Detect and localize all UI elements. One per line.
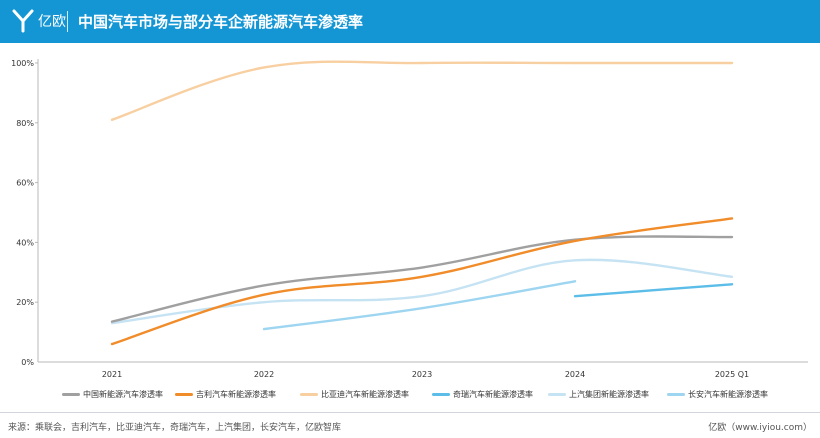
chart-legend: 中国新能源汽车渗透率 吉利汽车新能源渗透率 比亚迪汽车新能源渗透率 奇瑞汽车新能源渗透…	[0, 386, 820, 402]
legend-swatch	[432, 392, 450, 396]
y-tick-label: 80%	[16, 119, 34, 128]
legend-item: 奇瑞汽车新能源渗透率	[432, 386, 533, 402]
line-chart: 0% 20% 40% 60% 80% 100% 2021 2022 2023 2024 2025 Q…	[11, 59, 808, 379]
logo-text: 亿欧	[38, 14, 66, 30]
x-tick-label: 2022	[254, 370, 274, 379]
y-tick-label: 60%	[16, 179, 34, 188]
legend-label: 吉利汽车新能源渗透率	[196, 389, 276, 399]
legend-item: 长安汽车新能源渗透率	[667, 386, 768, 402]
x-tick-label: 2021	[102, 370, 122, 379]
legend-label: 比亚迪汽车新能源渗透率	[321, 389, 409, 399]
legend-item: 中国新能源汽车渗透率	[62, 386, 163, 402]
legend-swatch	[667, 392, 685, 396]
legend-swatch	[300, 392, 318, 396]
y-tick-label: 40%	[16, 238, 34, 247]
y-tick-label: 0%	[21, 358, 34, 367]
series-line-3	[110, 60, 734, 122]
legend-item: 吉利汽车新能源渗透率	[175, 386, 276, 402]
y-tick-label: 100%	[11, 59, 34, 68]
series-line-4	[573, 283, 734, 298]
footer-divider	[0, 412, 820, 413]
legend-label: 奇瑞汽车新能源渗透率	[453, 389, 533, 399]
legend-label: 上汽集团新能源渗透率	[569, 389, 649, 399]
series-line-2	[110, 217, 734, 346]
legend-swatch	[175, 392, 193, 396]
source-note: 来源：乘联会，吉利汽车，比亚迪汽车，奇瑞汽车，上汽集团，长安汽车，亿欧智库	[8, 423, 342, 433]
legend-swatch	[548, 392, 566, 396]
legend-swatch	[62, 392, 80, 396]
page-title: 中国汽车市场与部分车企新能源汽车渗透率	[78, 13, 364, 31]
logo: 亿欧	[12, 7, 66, 35]
legend-label: 长安汽车新能源渗透率	[688, 389, 768, 399]
chart-axes: 0% 20% 40% 60% 80% 100% 2021 2022 2023 2024 2025 Q…	[11, 59, 808, 379]
x-tick-label: 2024	[565, 370, 585, 379]
series-line-5	[110, 258, 734, 325]
x-tick-label: 2025 Q1	[715, 370, 749, 379]
x-tick-label: 2023	[412, 370, 432, 379]
header-bar: 亿欧 中国汽车市场与部分车企新能源汽车渗透率	[0, 0, 820, 43]
series-line-6	[262, 280, 577, 331]
brand-footer: 亿欧（www.iyiou.com）	[708, 423, 812, 433]
legend-label: 中国新能源汽车渗透率	[83, 389, 163, 399]
chart-series	[110, 60, 734, 346]
series-line-1	[110, 235, 734, 323]
y-tick-label: 20%	[16, 298, 34, 307]
legend-item: 上汽集团新能源渗透率	[548, 386, 649, 402]
yiou-logo-icon	[12, 9, 34, 33]
legend-item: 比亚迪汽车新能源渗透率	[300, 386, 409, 402]
header-divider	[67, 11, 68, 32]
